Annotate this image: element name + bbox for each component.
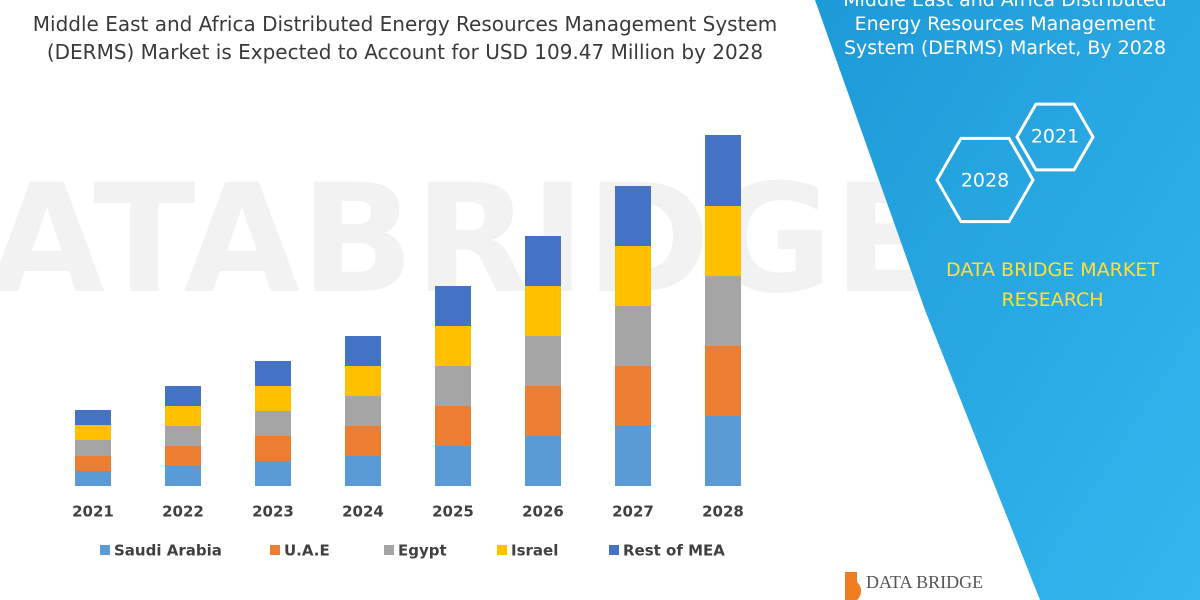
bar-segment bbox=[165, 386, 201, 406]
legend-swatch bbox=[100, 545, 110, 555]
bar-segment bbox=[525, 386, 561, 436]
bar-segment bbox=[345, 426, 381, 456]
legend-label: Saudi Arabia bbox=[114, 542, 222, 560]
bar-segment bbox=[165, 426, 201, 446]
bar-segment bbox=[435, 406, 471, 446]
bar-segment bbox=[75, 410, 111, 425]
legend-swatch bbox=[497, 545, 507, 555]
legend-swatch bbox=[609, 545, 619, 555]
x-tick-label: 2023 bbox=[252, 503, 294, 521]
bar-segment bbox=[705, 135, 741, 206]
chart-title: Middle East and Africa Distributed Energ… bbox=[32, 12, 778, 64]
bar-segment bbox=[435, 286, 471, 326]
bar-segment bbox=[525, 236, 561, 286]
bar-segment bbox=[75, 440, 111, 456]
bar-segment bbox=[345, 336, 381, 366]
brand: DATA BRIDGE MARKET RESEARCH bbox=[946, 259, 1159, 311]
hex-label: 2028 bbox=[961, 170, 1009, 192]
bar-segment bbox=[165, 466, 201, 486]
side-panel bbox=[815, 0, 1200, 600]
legend-label: Rest of MEA bbox=[623, 542, 725, 560]
bar-segment bbox=[345, 456, 381, 486]
bar-segment bbox=[75, 456, 111, 471]
bar-segment bbox=[615, 186, 651, 246]
bar-segment bbox=[75, 471, 111, 486]
hex-label: 2021 bbox=[1031, 126, 1079, 148]
x-tick-label: 2028 bbox=[702, 503, 744, 521]
legend-label: U.A.E bbox=[284, 542, 330, 560]
bar-segment bbox=[615, 366, 651, 426]
bar-segment bbox=[75, 425, 111, 440]
bar-segment bbox=[705, 346, 741, 416]
x-tick-label: 2026 bbox=[522, 503, 564, 521]
bar-segment bbox=[435, 366, 471, 406]
x-tick-label: 2021 bbox=[72, 503, 114, 521]
bar-segment bbox=[615, 306, 651, 366]
bar-segment bbox=[165, 406, 201, 426]
x-tick-label: 2025 bbox=[432, 503, 474, 521]
bar-segment bbox=[525, 336, 561, 386]
bar-segment bbox=[525, 436, 561, 486]
bar-segment bbox=[615, 426, 651, 486]
bar-segment bbox=[705, 416, 741, 486]
hexagon bbox=[1015, 102, 1095, 172]
logo-text: DATA BRIDGE bbox=[866, 572, 983, 592]
x-tick-label: 2022 bbox=[162, 503, 204, 521]
bar-segment bbox=[255, 461, 291, 486]
bar-segment bbox=[345, 366, 381, 396]
bar-segment bbox=[435, 446, 471, 486]
bar-segment bbox=[165, 446, 201, 466]
bar-segment bbox=[255, 361, 291, 386]
logo-icon bbox=[845, 572, 862, 600]
x-tick-label: 2027 bbox=[612, 503, 654, 521]
bar-segment bbox=[435, 326, 471, 366]
legend-swatch bbox=[384, 545, 394, 555]
bar-segment bbox=[255, 411, 291, 436]
bar-segment bbox=[705, 206, 741, 276]
legend-label: Egypt bbox=[398, 542, 447, 560]
x-tick-label: 2024 bbox=[342, 503, 384, 521]
bar-segment bbox=[255, 386, 291, 411]
hexagon bbox=[935, 136, 1035, 224]
legend-swatch bbox=[270, 545, 280, 555]
panel-title: Middle East and Africa Distributed Energ… bbox=[843, 0, 1167, 59]
bar-segment bbox=[705, 276, 741, 346]
bar-segment bbox=[255, 436, 291, 461]
legend-label: Israel bbox=[511, 542, 558, 560]
bar-segment bbox=[525, 286, 561, 336]
bar-segment bbox=[615, 246, 651, 306]
bar-segment bbox=[345, 396, 381, 426]
